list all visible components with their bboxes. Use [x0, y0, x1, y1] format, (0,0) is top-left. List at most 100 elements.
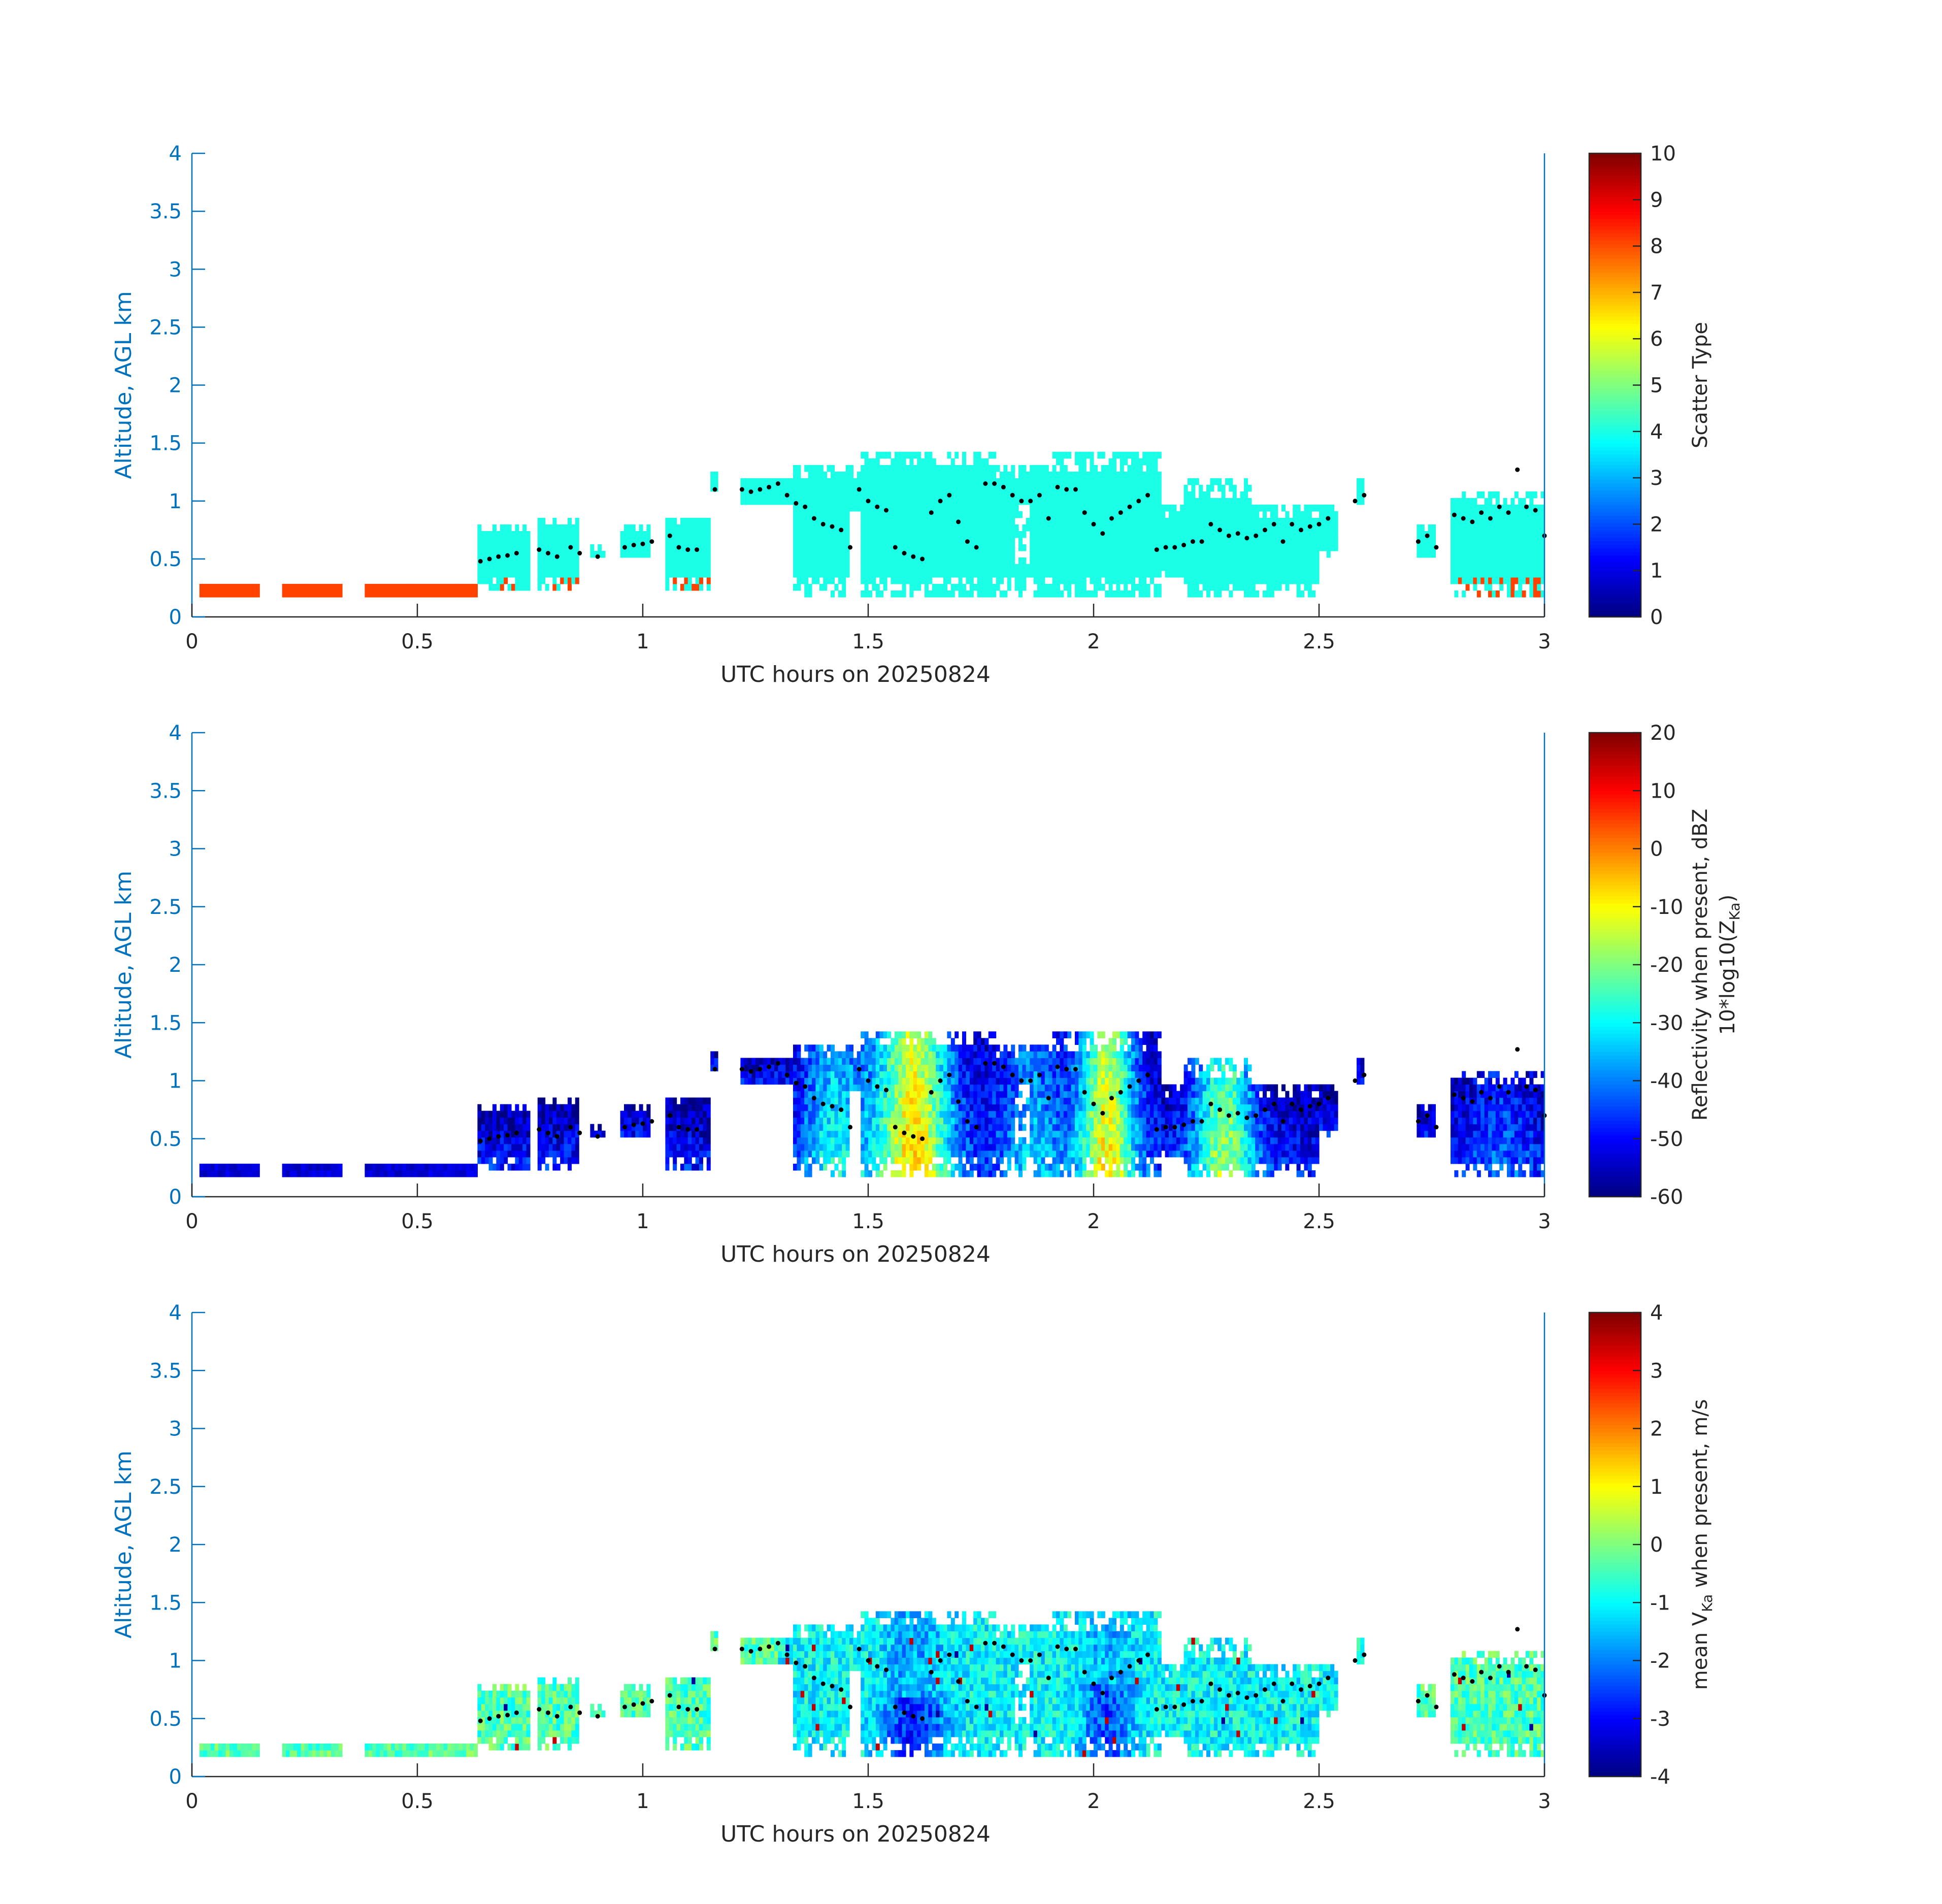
heatmap-cell	[1225, 583, 1229, 591]
heatmap-cell	[1044, 590, 1049, 598]
heatmap-cell	[1300, 570, 1304, 578]
heatmap-cell	[872, 471, 876, 479]
heatmap-cell	[1281, 557, 1286, 565]
heatmap-cell	[849, 491, 853, 499]
heatmap-cell	[706, 517, 711, 525]
heatmap-cell	[1244, 577, 1248, 584]
heatmap-cell	[462, 583, 467, 591]
heatmap-cell	[1514, 577, 1519, 584]
heatmap-cell	[549, 564, 553, 571]
heatmap-cell	[894, 451, 899, 459]
heatmap-cell	[939, 517, 944, 525]
heatmap-cell	[831, 570, 835, 578]
cloud-base-point	[496, 554, 501, 559]
colorbar-swatch	[1589, 171, 1641, 176]
heatmap-cell	[861, 1150, 865, 1158]
heatmap-cell	[225, 1170, 230, 1177]
colorbar-tick-label: 0	[1650, 606, 1663, 629]
heatmap-cell	[687, 544, 692, 551]
heatmap-cell	[643, 1117, 647, 1125]
heatmap-cell	[451, 1170, 455, 1177]
heatmap-cell	[909, 1044, 914, 1052]
heatmap-cell	[834, 504, 839, 512]
heatmap-cell	[894, 524, 899, 532]
heatmap-cell	[1522, 570, 1526, 578]
heatmap-cell	[891, 577, 895, 584]
heatmap-cell	[515, 537, 519, 545]
heatmap-cell	[793, 1150, 797, 1158]
heatmap-cell	[1232, 550, 1237, 558]
heatmap-cell	[496, 557, 501, 565]
heatmap-cell	[928, 1058, 933, 1065]
heatmap-cell	[906, 1110, 910, 1118]
heatmap-cell	[1060, 550, 1064, 558]
heatmap-cell	[564, 1117, 568, 1125]
heatmap-cell	[1154, 557, 1158, 565]
heatmap-cell	[966, 544, 970, 551]
heatmap-cell	[1142, 491, 1147, 499]
heatmap-cell	[1529, 583, 1534, 591]
heatmap-cell	[1094, 498, 1098, 505]
heatmap-cell	[556, 531, 561, 538]
heatmap-cell	[1011, 550, 1015, 558]
heatmap-cell	[687, 1124, 692, 1131]
heatmap-cell	[853, 504, 858, 512]
heatmap-cell	[909, 504, 914, 512]
heatmap-cell	[1000, 590, 1004, 598]
heatmap-cell	[492, 1143, 497, 1151]
heatmap-cell	[1131, 465, 1135, 472]
heatmap-cell	[894, 471, 899, 479]
heatmap-cell	[1060, 465, 1064, 472]
heatmap-cell	[571, 1143, 576, 1151]
heatmap-cell	[834, 1137, 839, 1144]
heatmap-cell	[928, 465, 933, 472]
heatmap-cell	[808, 1064, 812, 1072]
heatmap-cell	[1217, 498, 1222, 505]
heatmap-cell	[207, 1170, 211, 1177]
heatmap-cell	[1007, 484, 1011, 492]
heatmap-cell	[706, 1117, 711, 1125]
heatmap-cell	[1458, 577, 1462, 584]
heatmap-cell	[500, 1137, 504, 1144]
heatmap-cell	[676, 557, 681, 565]
heatmap-cell	[1094, 511, 1098, 518]
heatmap-cell	[988, 550, 993, 558]
heatmap-cell	[1138, 484, 1143, 492]
heatmap-cell	[1078, 451, 1083, 459]
heatmap-cell	[492, 524, 497, 532]
heatmap-cell	[1011, 517, 1015, 525]
colorbar-swatch	[1589, 280, 1641, 284]
heatmap-cell	[1157, 491, 1162, 499]
heatmap-cell	[383, 1163, 388, 1171]
heatmap-cell	[808, 465, 812, 472]
heatmap-cell	[763, 484, 767, 492]
heatmap-cell	[1094, 537, 1098, 545]
colorbar-swatch	[1589, 584, 1641, 588]
heatmap-cell	[902, 1110, 906, 1118]
heatmap-cell	[875, 1110, 880, 1118]
heatmap-cell	[838, 1058, 842, 1065]
heatmap-cell	[601, 550, 606, 558]
heatmap-cell	[898, 1130, 903, 1138]
heatmap-cell	[981, 491, 985, 499]
heatmap-cell	[1476, 517, 1481, 525]
heatmap-cell	[1293, 550, 1297, 558]
heatmap-cell	[875, 511, 880, 518]
heatmap-cell	[797, 465, 801, 472]
heatmap-cell	[1105, 531, 1109, 538]
heatmap-cell	[861, 1104, 865, 1111]
heatmap-cell	[1052, 583, 1057, 591]
heatmap-cell	[1188, 577, 1192, 584]
heatmap-cell	[898, 451, 903, 459]
heatmap-cell	[1101, 537, 1105, 545]
heatmap-cell	[1232, 517, 1237, 525]
heatmap-cell	[1007, 517, 1011, 525]
heatmap-cell	[815, 537, 820, 545]
heatmap-cell	[838, 550, 842, 558]
heatmap-cell	[909, 557, 914, 565]
heatmap-cell	[864, 484, 869, 492]
heatmap-cell	[831, 465, 835, 472]
heatmap-cell	[925, 1064, 929, 1072]
heatmap-cell	[973, 517, 978, 525]
heatmap-cell	[526, 550, 531, 558]
